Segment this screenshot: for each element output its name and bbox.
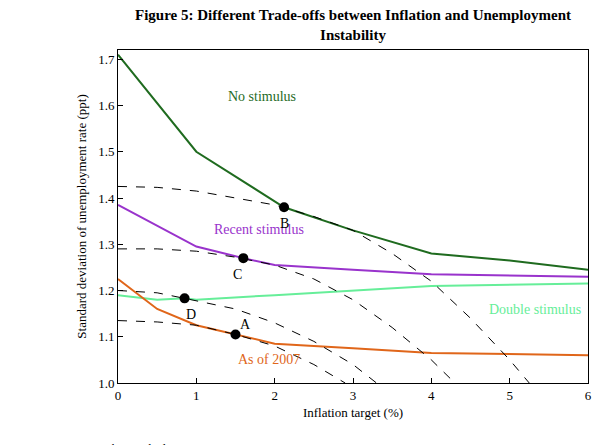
svg-text:Figure 5: Different Trade-offs: Figure 5: Different Trade-offs between I… (135, 7, 571, 43)
svg-text:B: B (280, 216, 289, 231)
svg-text:D: D (186, 307, 196, 322)
svg-text:Standard deviation of unemploy: Standard deviation of unemployment rate … (74, 94, 89, 338)
svg-text:No stimulus: No stimulus (228, 89, 296, 104)
svg-text:5: 5 (506, 388, 513, 403)
svg-text:1.1: 1.1 (98, 329, 114, 344)
svg-text:1.6: 1.6 (98, 98, 115, 113)
svg-text:C: C (233, 267, 242, 282)
svg-text:3: 3 (350, 388, 357, 403)
svg-text:Double stimulus: Double stimulus (489, 302, 581, 317)
svg-text:2: 2 (271, 388, 278, 403)
svg-text:author's calculations: author's calculations (97, 442, 195, 445)
svg-text:1.3: 1.3 (98, 237, 114, 252)
svg-text:1: 1 (193, 388, 200, 403)
svg-text:Recent stimulus: Recent stimulus (214, 222, 304, 237)
svg-text:1.7: 1.7 (98, 52, 115, 67)
svg-text:A: A (240, 317, 251, 332)
svg-text:Source:: Source: (31, 442, 68, 445)
svg-text:1.0: 1.0 (98, 376, 114, 391)
svg-text:1.4: 1.4 (98, 191, 115, 206)
svg-text:0: 0 (115, 388, 122, 403)
svg-text:1.2: 1.2 (98, 283, 114, 298)
svg-text:6: 6 (585, 388, 592, 403)
svg-text:4: 4 (428, 388, 435, 403)
svg-text:1.5: 1.5 (98, 144, 114, 159)
svg-text:As of 2007: As of 2007 (238, 352, 300, 367)
svg-text:Inflation target (%): Inflation target (%) (303, 405, 403, 420)
